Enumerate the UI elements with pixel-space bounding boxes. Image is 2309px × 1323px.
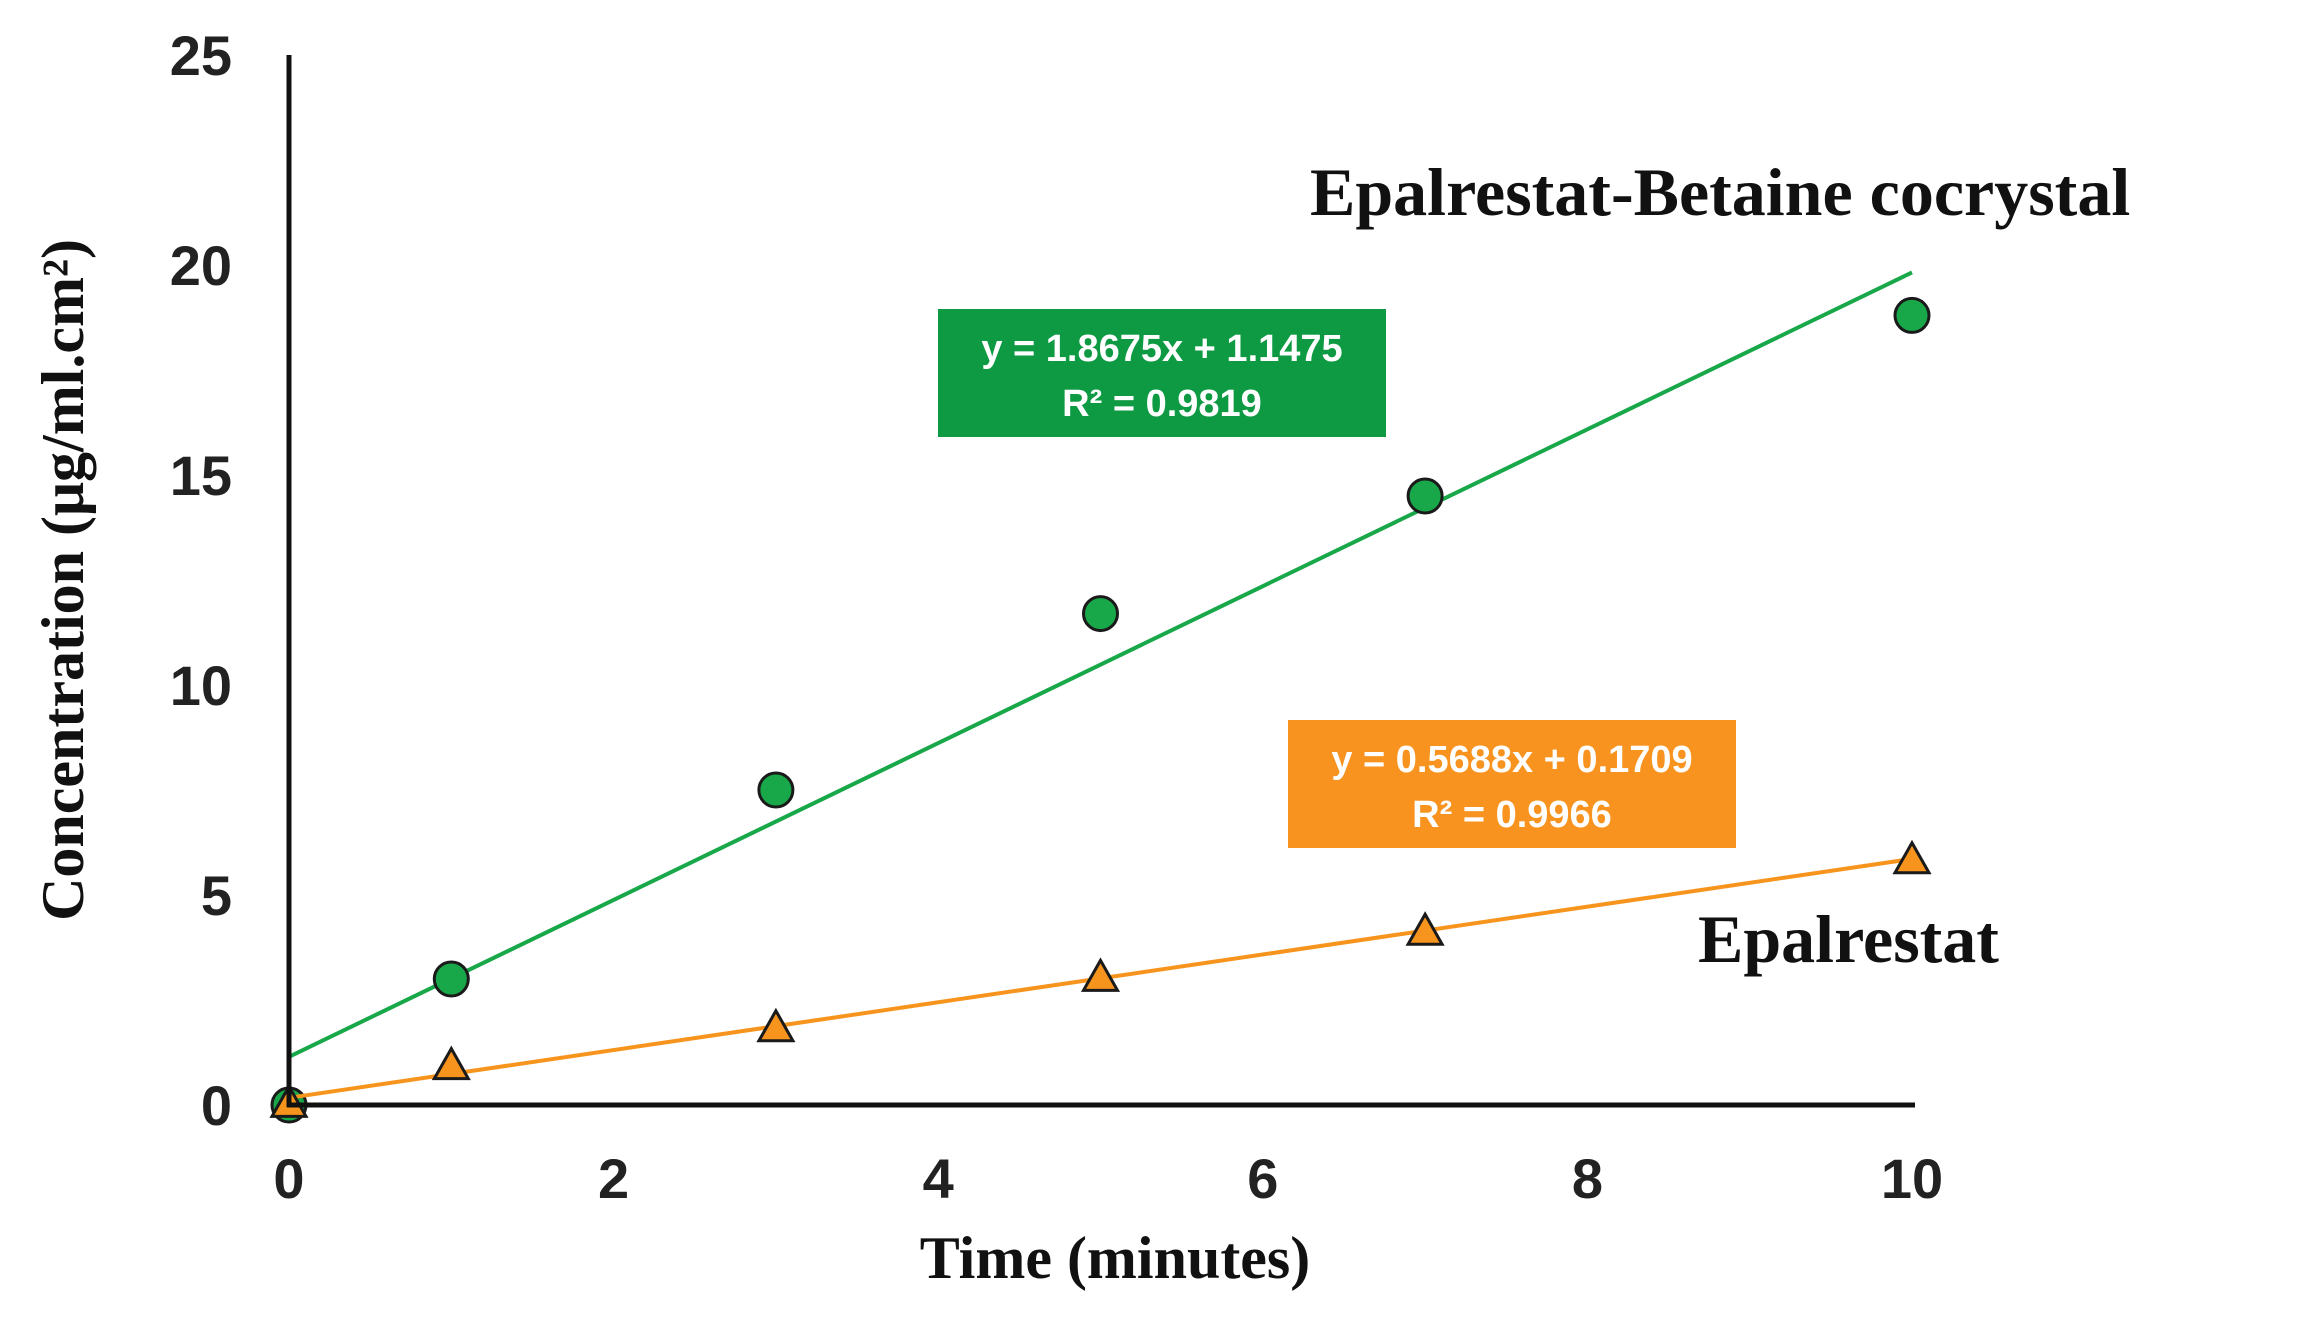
x-tick-label: 2 [598, 1147, 629, 1210]
cocrystal-equation-box: y = 1.8675x + 1.1475 R² = 0.9819 [938, 309, 1386, 437]
epalrestat-r-squared: R² = 0.9966 [1412, 794, 1612, 836]
cocrystal-point [1082, 595, 1119, 633]
epalrestat-point [1080, 957, 1121, 992]
epalrestat-equation-box-bg [1288, 720, 1736, 848]
cocrystal-point [757, 771, 795, 809]
y-tick-label: 15 [170, 444, 232, 507]
y-tick-label: 25 [170, 24, 232, 87]
cocrystal-trendline [288, 270, 1913, 1059]
epalrestat-equation: y = 0.5688x + 0.1709 [1331, 739, 1692, 781]
x-tick-label: 8 [1572, 1147, 1603, 1210]
epalrestat-point [756, 1007, 796, 1043]
cocrystal-point [1893, 296, 1931, 334]
y-tick-label: 10 [170, 654, 232, 717]
y-tick-label: 0 [201, 1074, 232, 1137]
x-tick-labels: 0 2 4 6 8 10 [273, 1147, 1943, 1210]
cocrystal-equation: y = 1.8675x + 1.1475 [981, 328, 1342, 370]
x-axis-title: Time (minutes) [920, 1225, 1311, 1291]
x-tick-label: 6 [1247, 1147, 1278, 1210]
epalrestat-point [431, 1045, 471, 1081]
epalrestat-equation-box: y = 0.5688x + 0.1709 R² = 0.9966 [1288, 720, 1736, 848]
epalrestat-point [1405, 911, 1445, 946]
plot-area [269, 270, 1932, 1124]
cocrystal-equation-box-bg [938, 309, 1386, 437]
series-label-epalrestat: Epalrestat [1698, 901, 1999, 977]
cocrystal-r-squared: R² = 0.9819 [1062, 383, 1262, 425]
y-tick-labels: 0 5 10 15 20 25 [170, 24, 232, 1137]
series-label-cocrystal: Epalrestat-Betaine cocrystal [1310, 154, 2130, 230]
epalrestat-point [1892, 839, 1932, 875]
y-tick-label: 5 [201, 864, 232, 927]
y-axis-title: Concentration (μg/ml.cm²) [30, 239, 96, 921]
y-tick-label: 20 [170, 234, 232, 297]
cocrystal-point [432, 960, 470, 998]
x-tick-label: 10 [1881, 1147, 1943, 1210]
x-tick-label: 4 [923, 1147, 954, 1210]
x-tick-label: 0 [273, 1147, 304, 1210]
cocrystal-point [1406, 477, 1444, 515]
